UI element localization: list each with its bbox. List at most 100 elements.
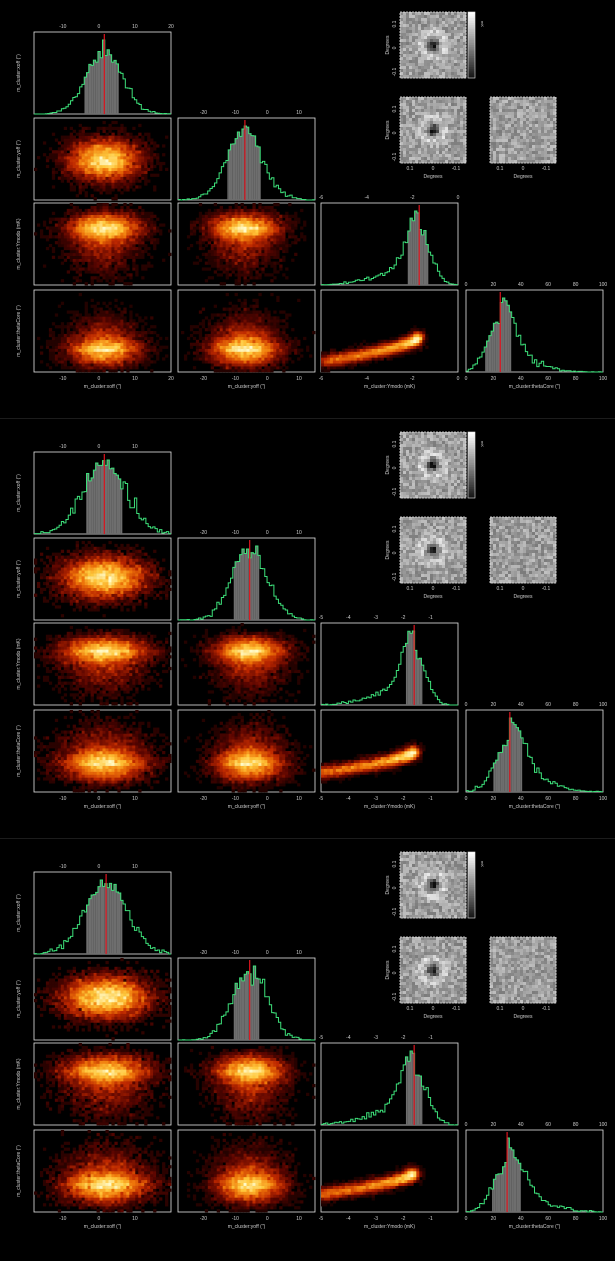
density-cell: [96, 351, 100, 355]
map-pixel: [448, 160, 452, 164]
density-cell: [225, 267, 229, 271]
density-cell: [243, 261, 247, 265]
density-cell: [156, 351, 160, 355]
density-cell: [99, 363, 103, 367]
density-cell: [132, 211, 136, 216]
map-pixel: [415, 66, 419, 70]
density-cell: [282, 223, 286, 227]
density-cell: [117, 255, 121, 259]
ci-bar: [414, 211, 417, 285]
map-pixel: [511, 121, 515, 125]
density-cell: [225, 307, 229, 311]
density-cell: [243, 360, 247, 364]
density-cell: [111, 159, 115, 163]
density-cell: [102, 126, 106, 131]
map-pixel: [445, 115, 449, 119]
density-cell: [117, 188, 121, 192]
density-cell: [270, 319, 274, 323]
density-cell: [75, 214, 79, 218]
density-cell: [350, 357, 355, 361]
density-cell: [111, 363, 115, 367]
density-cell: [117, 345, 121, 349]
map-pixel: [424, 51, 428, 55]
map-pixel: [463, 12, 467, 16]
density-cell: [258, 322, 262, 326]
density-cell: [231, 261, 235, 265]
density-cell: [144, 249, 148, 254]
map-pixel: [496, 136, 500, 140]
density-cell: [96, 185, 100, 189]
density-cell: [249, 331, 253, 335]
density-cell: [48, 357, 53, 361]
map-pixel: [499, 127, 503, 131]
map-pixel: [445, 57, 449, 61]
density-cell: [72, 205, 76, 210]
density-cell: [147, 135, 151, 139]
density-cell: [126, 167, 130, 172]
density-cell: [111, 226, 115, 230]
density-cell: [219, 363, 223, 367]
density-cell: [60, 161, 65, 166]
density-cell: [111, 153, 115, 157]
density-cell: [129, 159, 133, 163]
density-cell: [279, 217, 283, 221]
density-cell: [99, 217, 103, 221]
density-cell: [338, 354, 343, 358]
map-pixel: [463, 60, 467, 64]
density-cell: [252, 307, 256, 311]
map-pixel: [406, 118, 410, 122]
density-cell: [270, 235, 274, 239]
map-pixel: [439, 57, 443, 61]
density-cell: [144, 173, 148, 177]
map-pixel: [430, 39, 434, 43]
density-cell: [114, 304, 118, 308]
density-cell: [222, 351, 226, 355]
density-cell: [63, 325, 68, 329]
density-cell: [237, 238, 241, 242]
density-cell: [282, 336, 286, 341]
density-cell: [344, 348, 349, 352]
map-pixel: [490, 160, 494, 164]
density-cell: [282, 333, 286, 338]
map-pixel: [439, 151, 443, 155]
density-cell: [231, 217, 235, 221]
density-cell: [96, 176, 100, 180]
map-pixel: [502, 154, 506, 158]
map-pixel: [433, 33, 437, 37]
map-pixel: [490, 136, 494, 140]
map-pixel: [439, 115, 443, 119]
map-pixel: [403, 63, 407, 67]
density-cell: [147, 226, 151, 230]
density-cell: [225, 325, 229, 329]
posterior-histogram-line: [466, 297, 603, 373]
density-cell: [87, 354, 91, 358]
density-cell: [297, 351, 301, 355]
density-cell: [216, 345, 220, 349]
density-cell: [222, 348, 226, 352]
map-pixel: [418, 151, 422, 155]
density-cell: [96, 241, 100, 245]
map-pixel: [430, 121, 434, 125]
density-cell: [123, 170, 127, 174]
ci-bar: [239, 136, 242, 200]
density-cell: [135, 164, 139, 169]
map-pixel: [403, 136, 407, 140]
density-cell: [84, 316, 88, 320]
density-cell: [291, 214, 295, 218]
density-cell: [108, 276, 112, 280]
density-cell: [288, 244, 292, 248]
map-pixel: [436, 118, 440, 122]
density-cell: [114, 170, 118, 174]
map-pixel: [505, 97, 509, 101]
map-pixel: [496, 109, 500, 113]
density-cell: [362, 351, 366, 355]
density-cell: [114, 153, 118, 157]
density-cell: [237, 261, 241, 265]
density-cell: [258, 211, 262, 216]
density-cell: [102, 273, 106, 277]
density-cell: [207, 319, 212, 323]
map-pixel: [460, 45, 464, 49]
density-cell: [60, 135, 65, 139]
density-cell: [78, 363, 82, 367]
density-cell: [138, 229, 142, 233]
